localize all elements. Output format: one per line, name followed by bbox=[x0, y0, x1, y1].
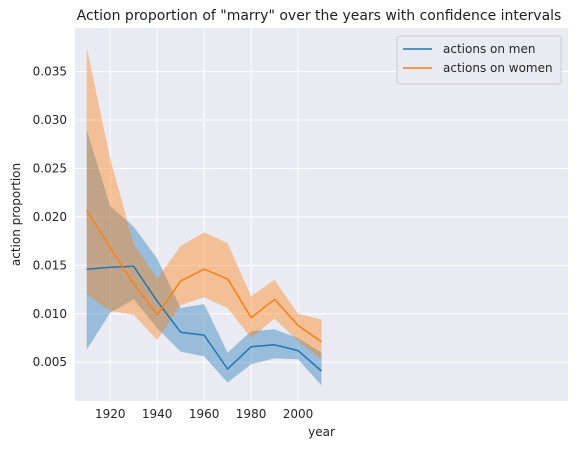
y-tick-label: 0.030 bbox=[33, 113, 67, 127]
y-tick-label: 0.025 bbox=[33, 161, 67, 175]
y-tick-label: 0.015 bbox=[33, 258, 67, 272]
confidence-bands bbox=[86, 47, 322, 386]
y-tick-label: 0.020 bbox=[33, 210, 67, 224]
confidence-band-1 bbox=[86, 47, 322, 360]
x-axis-label: year bbox=[308, 425, 335, 439]
x-tick-label: 1940 bbox=[142, 407, 173, 421]
legend: actions on men actions on women bbox=[396, 35, 562, 85]
series-lines bbox=[86, 209, 322, 372]
x-tick-label: 1980 bbox=[236, 407, 267, 421]
grid bbox=[75, 28, 568, 401]
legend-frame bbox=[396, 35, 562, 85]
y-tick-label: 0.005 bbox=[33, 355, 67, 369]
series-line-0 bbox=[86, 265, 322, 372]
y-axis-label: action proportion bbox=[9, 163, 23, 266]
chart-title: Action proportion of "marry" over the ye… bbox=[77, 8, 562, 24]
x-tick-label: 1960 bbox=[189, 407, 220, 421]
x-tick-label: 1920 bbox=[95, 407, 126, 421]
x-tick-label: 2000 bbox=[283, 407, 314, 421]
y-tick-label: 0.035 bbox=[33, 65, 67, 79]
series-line-1 bbox=[86, 209, 322, 343]
x-axis-ticks: 1920 1940 1960 1980 2000 bbox=[95, 407, 313, 421]
legend-entry-0: actions on men bbox=[443, 42, 535, 56]
y-axis-ticks: 0.005 0.010 0.015 0.020 0.025 0.030 0.035 bbox=[33, 65, 67, 370]
confidence-band-0 bbox=[86, 129, 322, 386]
y-tick-label: 0.010 bbox=[33, 307, 67, 321]
legend-entry-1: actions on women bbox=[443, 61, 553, 75]
